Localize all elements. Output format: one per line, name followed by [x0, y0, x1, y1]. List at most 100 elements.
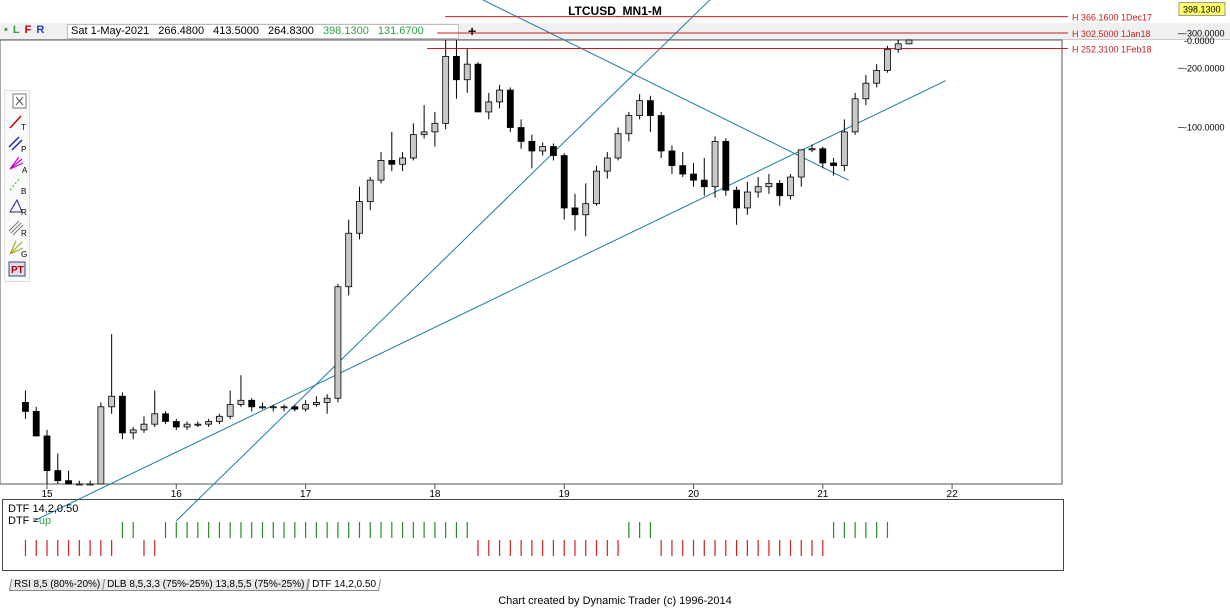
- candle-body: [194, 423, 202, 426]
- quote-box: Sat 1-May-2021 266.4800 413.5000 264.8300 39…: [67, 24, 459, 39]
- candle-body: [140, 423, 148, 431]
- candle-body: [183, 423, 191, 428]
- candle-body: [442, 55, 450, 124]
- candle-body: [226, 404, 234, 417]
- candle-body: [787, 176, 794, 197]
- trend-line-0: [33, 80, 946, 522]
- tab-rsi-label: RSI 8,5 (80%-20%): [14, 579, 101, 590]
- candle-body: [108, 395, 116, 408]
- candle-body: [377, 160, 385, 181]
- candle-body: [312, 402, 320, 405]
- svg-text:R: R: [21, 229, 27, 237]
- candle-body: [668, 150, 676, 167]
- window-title: LTCUSD_MN1-M: [568, 4, 662, 18]
- indicator-name: DTF 14,2,0.50: [8, 503, 79, 515]
- parallel-icon[interactable]: P: [7, 133, 27, 154]
- candle-body: [593, 170, 600, 205]
- candle-body: [808, 148, 816, 151]
- candle-body: [647, 100, 654, 116]
- x-tick-label-4: 19: [559, 489, 571, 500]
- tab-dtf-label: DTF 14,2,0.50: [311, 579, 376, 590]
- candle-body: [65, 480, 72, 485]
- svg-text:T: T: [21, 123, 26, 132]
- candle-body: [162, 413, 169, 422]
- dots-icon[interactable]: B: [7, 175, 27, 196]
- tab-rsi[interactable]: RSI 8,5 (80%-20%): [8, 579, 106, 591]
- plot-area: [0, 39, 1063, 485]
- candle-body: [431, 122, 439, 133]
- candle-body: [873, 70, 881, 84]
- level-label-4: H 252.3100 1Feb18: [1072, 44, 1152, 54]
- x-tick-label-6: 21: [817, 489, 829, 500]
- candle-body: [248, 399, 256, 408]
- candle-body: [420, 131, 428, 136]
- candle-body: [215, 415, 223, 422]
- tab-dtf[interactable]: DTF 14,2,0.50: [306, 579, 381, 591]
- gann-icon[interactable]: G: [7, 238, 27, 259]
- last-price-label: 398.1300: [1183, 5, 1221, 15]
- candle-body: [474, 63, 482, 113]
- indicator-state: DTF =up: [8, 515, 51, 527]
- candle-body: [700, 179, 708, 188]
- candle-body: [259, 406, 266, 409]
- candle-body: [819, 148, 827, 164]
- candle-body: [345, 232, 353, 288]
- toggle-r[interactable]: R: [36, 24, 45, 36]
- candle-body: [506, 89, 514, 128]
- plus-icon[interactable]: +: [468, 23, 477, 39]
- candle-body: [830, 162, 837, 167]
- y-top-label: -0.0000: [1184, 36, 1215, 46]
- candle-body: [75, 483, 83, 486]
- indicator-state-value: up: [38, 515, 52, 527]
- ray-icon[interactable]: R: [7, 217, 27, 238]
- candle-body: [485, 101, 493, 113]
- candle-body: [905, 39, 913, 45]
- candle-body: [409, 134, 417, 159]
- toggle-l[interactable]: L: [12, 24, 20, 36]
- credit-text: Chart created by Dynamic Trader (c) 1996…: [498, 595, 732, 607]
- pt-icon[interactable]: PT: [7, 259, 27, 279]
- toggle-f[interactable]: F: [24, 24, 32, 36]
- trend-line-1: [481, 0, 849, 181]
- indicator-state-prefix: DTF =: [8, 515, 39, 527]
- candle-body: [54, 470, 62, 482]
- tab-dlb[interactable]: DLB 8,5,3,3 (75%-25%) 13,8,5,5 (75%-25%): [102, 579, 310, 591]
- candle-body: [32, 411, 40, 437]
- svg-text:A: A: [22, 166, 27, 174]
- candle-body: [43, 435, 51, 472]
- candle-body: [743, 191, 751, 209]
- candle-body: [517, 127, 525, 142]
- candle-body: [690, 173, 697, 181]
- y-tick-label-2: -200.0000: [1184, 63, 1225, 73]
- toggle-dot[interactable]: •: [4, 24, 8, 36]
- trendline-icon[interactable]: T: [7, 112, 27, 132]
- candle-body: [366, 179, 374, 203]
- quote-high: 413.5000: [213, 25, 260, 37]
- candle-body: [97, 406, 105, 485]
- candle-body: [733, 189, 740, 209]
- svg-text:PT: PT: [11, 265, 24, 276]
- indicator-tabs: RSI 8,5 (80%-20%) DLB 8,5,3,3 (75%-25%) 1…: [8, 579, 381, 593]
- candle-body: [571, 207, 579, 216]
- quote-change: 131.6700: [377, 25, 424, 37]
- candle-body: [463, 63, 471, 81]
- candle-body: [334, 286, 342, 399]
- y-tick-label-1: -300.0000: [1184, 29, 1225, 39]
- candle-body: [496, 89, 503, 103]
- fan-icon[interactable]: A: [7, 154, 28, 175]
- candle-body: [291, 406, 299, 410]
- x-tick-label-0: 15: [41, 489, 53, 500]
- candle-body: [894, 43, 902, 50]
- candle-body: [614, 133, 622, 159]
- candle-body: [797, 149, 805, 178]
- svg-text:B: B: [21, 187, 26, 195]
- ratio-icon[interactable]: R: [7, 196, 27, 217]
- candle-body: [269, 406, 277, 409]
- cross-icon[interactable]: [7, 91, 27, 111]
- candle-body: [388, 160, 396, 165]
- indicator-pane: [2, 499, 1064, 571]
- candle-body: [862, 82, 870, 100]
- candle-body: [603, 157, 611, 172]
- candle-body: [86, 483, 94, 486]
